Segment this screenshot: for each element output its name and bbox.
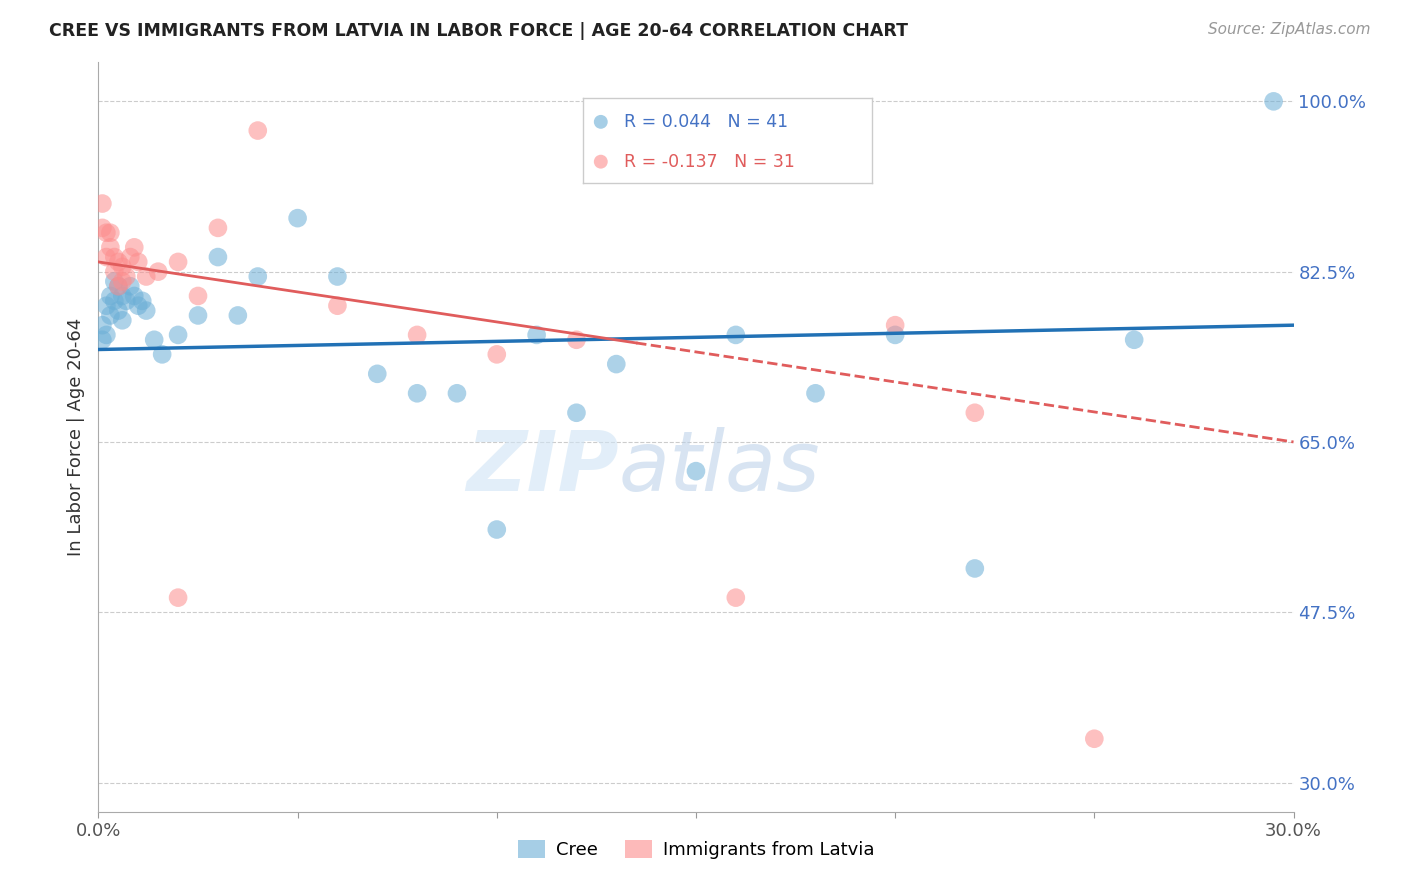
Point <box>131 293 153 308</box>
Text: atlas: atlas <box>619 426 820 508</box>
Point <box>406 386 429 401</box>
Point <box>111 313 134 327</box>
Point <box>226 309 249 323</box>
Point <box>207 220 229 235</box>
Point <box>167 327 190 342</box>
Point <box>1263 95 1285 109</box>
Point <box>150 347 173 361</box>
Point <box>91 196 114 211</box>
Point <box>107 303 129 318</box>
Legend: Cree, Immigrants from Latvia: Cree, Immigrants from Latvia <box>510 832 882 866</box>
Point <box>565 333 588 347</box>
Point <box>167 255 190 269</box>
Point <box>96 299 118 313</box>
Point <box>804 386 827 401</box>
Point <box>526 327 548 342</box>
Point <box>111 260 134 274</box>
Point <box>115 269 138 284</box>
Point <box>187 309 209 323</box>
Point <box>565 406 588 420</box>
Point <box>111 289 134 303</box>
Point <box>103 293 125 308</box>
Point <box>127 255 149 269</box>
Y-axis label: In Labor Force | Age 20-64: In Labor Force | Age 20-64 <box>66 318 84 557</box>
Text: R = -0.137   N = 31: R = -0.137 N = 31 <box>624 153 794 170</box>
Point <box>406 327 429 342</box>
Point <box>107 279 129 293</box>
Point <box>884 318 907 333</box>
Point <box>1123 333 1146 347</box>
Point <box>1083 731 1105 746</box>
Point <box>124 289 146 303</box>
Point <box>98 240 122 254</box>
Point <box>115 293 138 308</box>
Point <box>91 318 114 333</box>
Point <box>107 279 129 293</box>
Point <box>207 250 229 264</box>
Point <box>120 279 142 293</box>
Point <box>96 250 118 264</box>
Point <box>124 240 146 254</box>
Point <box>589 115 612 129</box>
Point <box>103 250 125 264</box>
Point <box>724 591 747 605</box>
Point <box>446 386 468 401</box>
Point <box>96 327 118 342</box>
Point <box>326 269 349 284</box>
Point <box>148 265 170 279</box>
Point <box>91 220 114 235</box>
Text: Source: ZipAtlas.com: Source: ZipAtlas.com <box>1208 22 1371 37</box>
Point <box>485 523 508 537</box>
Point <box>884 327 907 342</box>
Point <box>98 309 122 323</box>
Point <box>187 289 209 303</box>
Point <box>103 274 125 288</box>
Point <box>103 265 125 279</box>
Point <box>963 561 986 575</box>
Point <box>107 255 129 269</box>
Point <box>246 123 269 137</box>
Point <box>326 299 349 313</box>
Point <box>135 269 157 284</box>
Point <box>724 327 747 342</box>
Point <box>143 333 166 347</box>
Point <box>98 289 122 303</box>
Point <box>605 357 627 371</box>
Point <box>91 333 114 347</box>
Point <box>167 591 190 605</box>
Point <box>96 226 118 240</box>
Point <box>120 250 142 264</box>
Point <box>963 406 986 420</box>
Point <box>135 303 157 318</box>
Point <box>287 211 309 226</box>
Point <box>127 299 149 313</box>
Text: R = 0.044   N = 41: R = 0.044 N = 41 <box>624 113 787 131</box>
Point <box>98 226 122 240</box>
Text: CREE VS IMMIGRANTS FROM LATVIA IN LABOR FORCE | AGE 20-64 CORRELATION CHART: CREE VS IMMIGRANTS FROM LATVIA IN LABOR … <box>49 22 908 40</box>
Text: ZIP: ZIP <box>465 426 619 508</box>
Point <box>366 367 388 381</box>
Point <box>111 274 134 288</box>
Point <box>485 347 508 361</box>
Point <box>685 464 707 478</box>
Point <box>589 154 612 169</box>
Point <box>246 269 269 284</box>
